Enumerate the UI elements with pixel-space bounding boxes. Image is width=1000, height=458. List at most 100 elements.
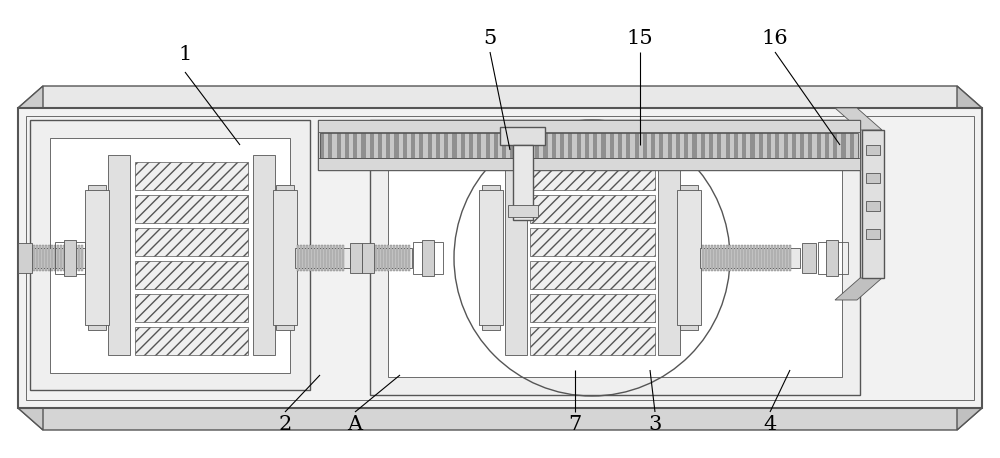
Bar [370, 120, 860, 395]
Bar [732, 245, 734, 271]
Bar [821, 133, 825, 158]
Bar [677, 190, 701, 325]
Bar [370, 248, 412, 268]
Bar [30, 120, 310, 390]
Bar [539, 133, 543, 158]
Bar [276, 185, 294, 330]
Bar [700, 248, 800, 268]
Bar [26, 116, 974, 400]
Bar [530, 327, 655, 355]
Bar [729, 245, 731, 271]
Bar [336, 245, 338, 271]
Bar [381, 245, 383, 271]
Bar [560, 133, 564, 158]
Bar [333, 245, 335, 271]
Bar [505, 155, 527, 355]
Bar [502, 133, 506, 158]
Bar [362, 243, 374, 273]
Bar [387, 245, 389, 271]
Bar [796, 133, 800, 158]
Bar [530, 195, 655, 223]
Bar [774, 245, 776, 271]
Bar [477, 133, 481, 158]
Bar [643, 133, 647, 158]
Bar [618, 133, 622, 158]
Bar [846, 133, 850, 158]
Bar [655, 133, 659, 158]
Bar [680, 185, 698, 330]
Bar [735, 245, 737, 271]
Bar [469, 133, 473, 158]
Bar [726, 245, 728, 271]
Bar [306, 245, 308, 271]
Bar [78, 245, 80, 271]
Bar [407, 133, 411, 158]
Bar [341, 133, 345, 158]
Bar [324, 245, 326, 271]
Bar [614, 133, 618, 158]
Bar [825, 133, 829, 158]
Bar [324, 133, 328, 158]
Bar [668, 133, 672, 158]
Bar [54, 245, 56, 271]
Bar [45, 245, 47, 271]
Bar [405, 245, 407, 271]
Bar [647, 133, 651, 158]
Bar [330, 245, 332, 271]
Bar [375, 245, 377, 271]
Bar [402, 245, 404, 271]
Bar [784, 133, 788, 158]
Bar [50, 138, 290, 373]
Bar [738, 245, 740, 271]
Text: 16: 16 [762, 28, 788, 48]
Bar [780, 245, 782, 271]
Bar [75, 245, 77, 271]
Bar [585, 133, 589, 158]
Bar [66, 245, 68, 271]
Bar [508, 205, 538, 217]
Bar [684, 133, 688, 158]
Bar [753, 245, 755, 271]
Bar [659, 133, 663, 158]
Bar [800, 133, 804, 158]
Bar [350, 243, 362, 273]
Bar [755, 133, 759, 158]
Bar [802, 243, 816, 273]
Polygon shape [18, 86, 982, 108]
Bar [55, 242, 85, 274]
Bar [33, 245, 35, 271]
Bar [777, 245, 779, 271]
Bar [720, 245, 722, 271]
Bar [866, 229, 880, 239]
Bar [702, 245, 704, 271]
Bar [866, 201, 880, 211]
Bar [448, 133, 452, 158]
Bar [108, 155, 130, 355]
Bar [413, 242, 443, 274]
Bar [866, 145, 880, 155]
Bar [36, 245, 38, 271]
Bar [688, 133, 692, 158]
Bar [297, 245, 299, 271]
Bar [717, 133, 721, 158]
Bar [597, 133, 601, 158]
Bar [606, 133, 610, 158]
Bar [589, 133, 593, 158]
Text: 7: 7 [568, 415, 582, 435]
Bar [709, 133, 713, 158]
Bar [783, 245, 785, 271]
Bar [672, 133, 676, 158]
Bar [393, 245, 395, 271]
Bar [39, 245, 41, 271]
Bar [18, 243, 32, 273]
Bar [750, 133, 755, 158]
Bar [738, 133, 742, 158]
Bar [490, 133, 494, 158]
Bar [658, 155, 680, 355]
Bar [57, 245, 59, 271]
Bar [513, 145, 533, 220]
Bar [759, 245, 761, 271]
Bar [444, 133, 448, 158]
Bar [18, 108, 982, 408]
Bar [253, 155, 275, 355]
